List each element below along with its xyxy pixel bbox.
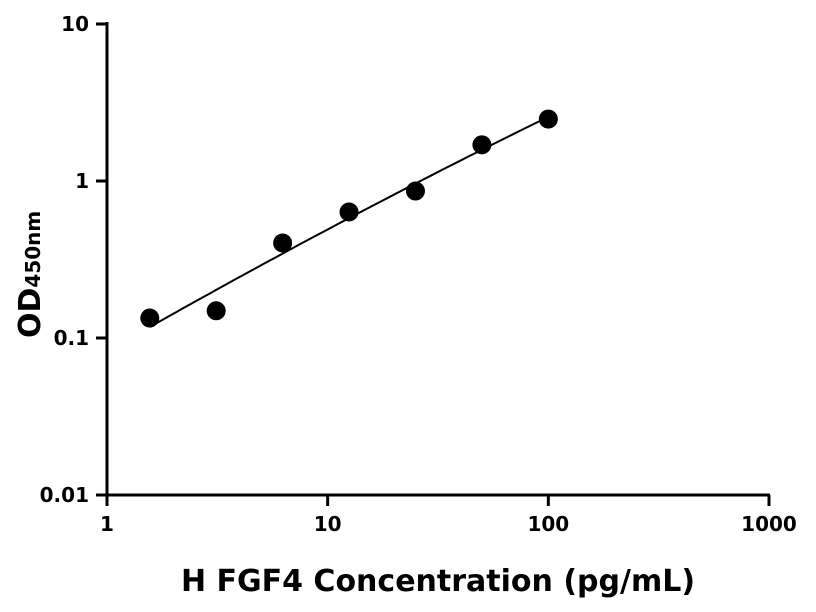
x-tick-label: 10 [314, 512, 342, 536]
y-tick-label: 1 [75, 169, 89, 193]
x-axis-label: H FGF4 Concentration (pg/mL) [181, 564, 695, 599]
x-tick-label: 1 [100, 512, 114, 536]
data-point [206, 301, 226, 321]
y-tick-label: 10 [61, 12, 89, 36]
y-axis-label: OD450nm [13, 211, 48, 338]
data-point [140, 308, 160, 328]
x-tick-label: 100 [527, 512, 569, 536]
data-point [405, 181, 425, 201]
data-point [273, 233, 293, 253]
y-tick-label: 0.01 [40, 483, 89, 507]
y-tick-label: 0.1 [54, 326, 89, 350]
y-axis-label-subscript: 450nm [21, 211, 45, 288]
data-point [472, 135, 492, 155]
data-point [538, 109, 558, 129]
x-tick-label: 1000 [741, 512, 797, 536]
data-point [339, 202, 359, 222]
y-axis-label-main: OD [13, 288, 48, 338]
